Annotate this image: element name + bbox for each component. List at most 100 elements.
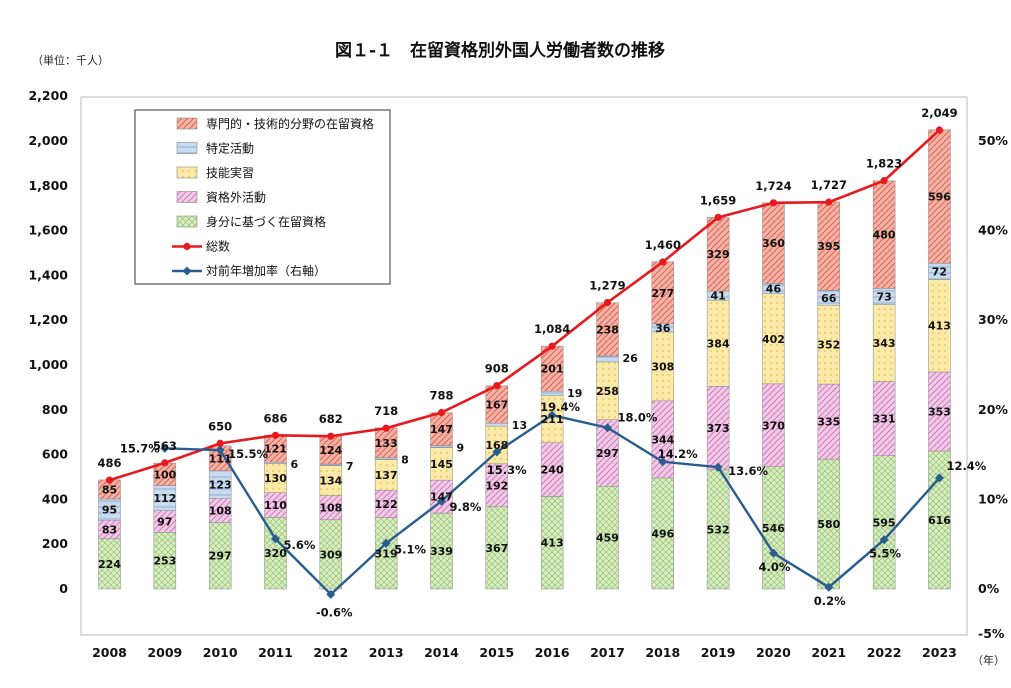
y2-tick-label: 30% xyxy=(978,312,1008,327)
x-tick-label: 2020 xyxy=(756,645,791,660)
bar-label-designated: 73 xyxy=(876,291,891,304)
rate-point xyxy=(879,535,889,545)
labels-layer: 2248395852539711210029710812311132011013… xyxy=(97,106,986,619)
rate-label: 9.8% xyxy=(449,500,481,514)
bar-designated xyxy=(485,422,509,427)
rate-label: 4.0% xyxy=(758,560,790,574)
rate-label: 18.0% xyxy=(617,411,657,425)
rate-point xyxy=(768,548,778,558)
bar-label-non_qualified: 147 xyxy=(430,491,453,504)
y-tick-label: 1,200 xyxy=(28,312,68,327)
bar-label-trainee: 352 xyxy=(817,339,840,352)
legend-swatch-trainee xyxy=(176,166,198,179)
bar-label-trainee: 137 xyxy=(375,469,398,482)
y-tick-label: 0 xyxy=(59,581,68,596)
total-line xyxy=(109,129,941,482)
bar-label-non_qualified: 297 xyxy=(596,447,619,460)
rate-label: 0.2% xyxy=(814,594,846,608)
x-tick-label: 2009 xyxy=(147,645,182,660)
rate-point xyxy=(326,589,336,599)
bar-label-status: 616 xyxy=(928,514,951,527)
total-point xyxy=(161,459,169,467)
legend-swatch-status xyxy=(176,215,198,228)
bar-label-non_qualified: 370 xyxy=(762,419,785,432)
rate-point xyxy=(270,534,280,544)
total-point xyxy=(271,431,280,439)
x-tick-label: 2019 xyxy=(701,645,736,660)
bar-label-specialist: 124 xyxy=(319,444,342,457)
rate-label: 15.7% xyxy=(120,441,160,455)
bar-label-trainee: 134 xyxy=(319,475,342,488)
x-tick-label: 2014 xyxy=(424,645,459,660)
total-label: 1,460 xyxy=(645,238,681,252)
bar-label-trainee: 308 xyxy=(651,360,674,373)
bar-label-designated: 36 xyxy=(655,322,671,335)
bar-label-status: 253 xyxy=(153,555,176,568)
bar-label-status: 595 xyxy=(873,516,896,529)
x-tick-label: 2016 xyxy=(535,645,570,660)
bar-label-designated: 123 xyxy=(209,479,232,492)
bar-label-specialist: 85 xyxy=(102,483,117,496)
bar-label-specialist: 147 xyxy=(430,423,453,436)
bar-designated xyxy=(430,445,453,448)
total-point xyxy=(714,213,722,221)
x-tick-label: 2023 xyxy=(922,645,957,660)
unit-label: （単位：千人） xyxy=(32,53,109,67)
bar-label-status: 320 xyxy=(264,547,287,560)
bar-label-trainee: 145 xyxy=(430,458,453,471)
y2-tick-label: 20% xyxy=(978,402,1008,417)
total-point xyxy=(603,298,612,307)
bar-label-status: 339 xyxy=(430,545,453,558)
bar-label-designated: 9 xyxy=(456,442,464,455)
rate-label: 5.6% xyxy=(283,538,315,552)
rate-point xyxy=(658,457,668,467)
y2-tick-label: 10% xyxy=(978,491,1008,506)
lines-layer xyxy=(105,126,944,599)
rate-point xyxy=(602,423,612,433)
y-tick-label: 2,000 xyxy=(28,133,68,148)
total-point xyxy=(437,408,446,417)
total-point xyxy=(382,424,390,432)
total-label: 908 xyxy=(485,362,509,376)
bar-label-status: 496 xyxy=(651,527,674,540)
bar-label-status: 580 xyxy=(817,518,840,531)
rate-label: 15.5% xyxy=(228,447,268,461)
rate-label: -0.6% xyxy=(316,605,353,619)
rate-point xyxy=(492,447,502,457)
bar-label-non_qualified: 110 xyxy=(264,499,287,512)
rate-point xyxy=(160,443,170,453)
x-tick-label: 2018 xyxy=(645,645,680,660)
y-tick-label: 1,800 xyxy=(28,178,68,193)
bar-label-specialist: 238 xyxy=(596,323,619,336)
ticks-layer: 0 200 400 600 800 1,000 1,200 1,400 1,600 1,800 2,… xyxy=(28,88,1008,660)
bar-label-status: 309 xyxy=(319,548,342,561)
y-tick-label: 400 xyxy=(42,491,68,506)
total-point xyxy=(327,432,335,440)
legend-label: 総数 xyxy=(206,239,230,254)
bar-label-designated: 13 xyxy=(512,419,527,432)
bar-label-non_qualified: 373 xyxy=(707,422,730,435)
bar-label-designated: 46 xyxy=(766,283,782,296)
bars-layer xyxy=(98,129,951,590)
total-point xyxy=(935,126,944,134)
x-tick-label: 2012 xyxy=(313,645,348,660)
y-tick-label: 1,600 xyxy=(28,223,68,238)
rate-point xyxy=(436,496,446,506)
total-label: 1,659 xyxy=(700,193,736,207)
bar-label-designated: 95 xyxy=(102,504,117,517)
bar-label-non_qualified: 331 xyxy=(873,413,896,426)
bar-label-designated: 8 xyxy=(401,454,409,467)
bar-label-designated: 112 xyxy=(153,492,176,505)
rate-point xyxy=(934,473,944,483)
x-tick-label: 2011 xyxy=(258,645,293,660)
total-point xyxy=(548,342,556,350)
y-tick-label: 2,200 xyxy=(28,88,68,103)
y-tick-label: 200 xyxy=(42,536,68,551)
legend-label: 技能実習 xyxy=(206,165,254,180)
bar-label-non_qualified: 97 xyxy=(157,515,172,528)
bar-label-status: 319 xyxy=(375,547,398,560)
bar-label-designated: 26 xyxy=(622,352,638,365)
total-point xyxy=(769,199,778,207)
bar-label-status: 367 xyxy=(485,542,508,555)
